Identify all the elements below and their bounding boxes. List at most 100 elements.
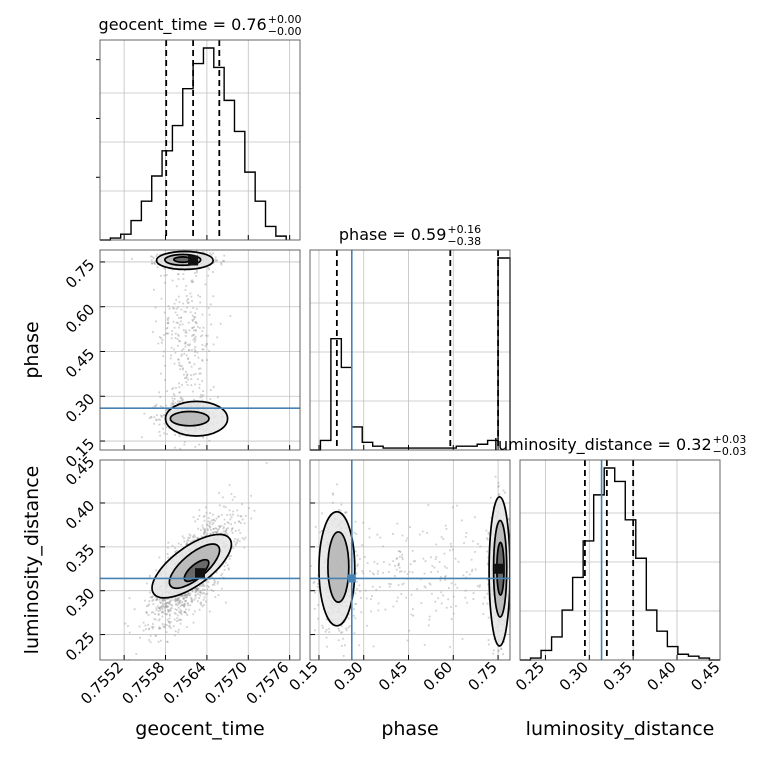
scatter-point	[195, 269, 198, 272]
scatter-point	[194, 335, 197, 338]
scatter-point	[268, 564, 270, 566]
scatter-point	[209, 303, 212, 306]
scatter-point	[161, 608, 164, 611]
scatter-point	[160, 274, 162, 277]
scatter-point	[354, 592, 357, 595]
scatter-point	[486, 562, 489, 565]
scatter-point	[392, 533, 394, 535]
scatter-point	[472, 598, 475, 601]
scatter-point	[324, 630, 327, 633]
scatter-point	[194, 321, 197, 323]
scatter-point	[202, 436, 204, 439]
scatter-point	[210, 588, 213, 591]
scatter-point	[340, 645, 343, 647]
scatter-point	[169, 609, 172, 612]
scatter-point	[168, 603, 171, 606]
scatter-point	[198, 597, 201, 600]
scatter-point	[377, 570, 379, 573]
scatter-point	[189, 540, 192, 543]
scatter-point	[368, 527, 371, 530]
scatter-point	[187, 539, 190, 542]
scatter-point	[191, 601, 194, 603]
scatter-point	[194, 383, 197, 386]
scatter-point	[184, 596, 187, 599]
scatter-point	[176, 599, 179, 602]
histogram-step	[310, 257, 511, 451]
scatter-point	[502, 653, 504, 656]
scatter-point	[159, 627, 162, 630]
scatter-point	[176, 620, 178, 622]
scatter-point	[416, 588, 419, 590]
scatter-point	[179, 599, 182, 602]
scatter-point	[161, 611, 163, 614]
scatter-point	[213, 583, 216, 586]
scatter-point	[478, 585, 481, 588]
scatter-point	[128, 597, 131, 599]
scatter-point	[169, 609, 172, 612]
scatter-point	[178, 600, 181, 602]
scatter-point	[177, 278, 180, 281]
scatter-point	[190, 349, 193, 351]
scatter-point	[151, 627, 154, 630]
scatter-point	[189, 594, 191, 597]
scatter-point	[155, 419, 158, 422]
scatter-point	[377, 602, 380, 605]
scatter-point	[355, 533, 358, 536]
scatter-point	[182, 597, 185, 600]
scatter-point	[207, 307, 210, 310]
scatter-point	[166, 322, 169, 325]
scatter-point	[396, 522, 399, 525]
scatter-point	[220, 513, 223, 516]
scatter-point	[177, 333, 180, 336]
scatter-point	[214, 596, 217, 599]
scatter-point	[172, 402, 175, 405]
scatter-point	[167, 602, 170, 604]
scatter-point	[168, 625, 171, 628]
scatter-point	[216, 396, 219, 399]
scatter-point	[152, 623, 154, 625]
scatter-point	[173, 397, 176, 400]
scatter-point	[196, 538, 199, 541]
y-tick-label: 0.35	[62, 540, 98, 576]
scatter-point	[188, 361, 190, 364]
scatter-point	[193, 398, 195, 401]
scatter-point	[394, 565, 396, 567]
y-tick-label: 0.30	[62, 390, 98, 426]
scatter-point	[405, 596, 408, 599]
scatter-point	[191, 318, 194, 321]
scatter-point	[502, 667, 504, 669]
scatter-point	[376, 562, 379, 565]
scatter-point	[185, 295, 188, 297]
scatter-point	[462, 574, 465, 577]
scatter-point	[181, 434, 184, 436]
scatter-point	[186, 594, 189, 596]
panel-title: geocent_time = 0.76	[99, 15, 267, 35]
scatter-point	[173, 634, 176, 637]
scatter-point	[157, 610, 160, 613]
axes-frame	[99, 39, 301, 241]
scatter-point	[178, 340, 181, 342]
x-axis-label-luminosity-distance: luminosity_distance	[526, 718, 715, 740]
scatter-point	[182, 597, 185, 600]
scatter-point	[222, 505, 225, 508]
scatter-point	[185, 331, 188, 334]
scatter-point	[164, 602, 167, 605]
scatter-point	[359, 558, 361, 560]
scatter-point	[168, 601, 171, 604]
x-tick-label: 0.7552	[77, 658, 127, 708]
scatter-point	[151, 262, 154, 265]
scatter-point	[468, 573, 471, 576]
scatter-point	[179, 594, 182, 597]
scatter-point	[214, 473, 216, 475]
scatter-point	[153, 617, 156, 620]
scatter-point	[185, 612, 188, 615]
scatter-point	[497, 481, 500, 484]
scatter-point	[187, 604, 190, 607]
scatter-point	[155, 569, 158, 572]
scatter-point	[139, 636, 141, 639]
scatter-point	[183, 352, 186, 355]
scatter-panel-phase-luminosity-distance	[268, 459, 512, 669]
y-tick-label: 0.40	[62, 497, 98, 533]
scatter-point	[510, 632, 512, 634]
scatter-point	[196, 588, 199, 591]
